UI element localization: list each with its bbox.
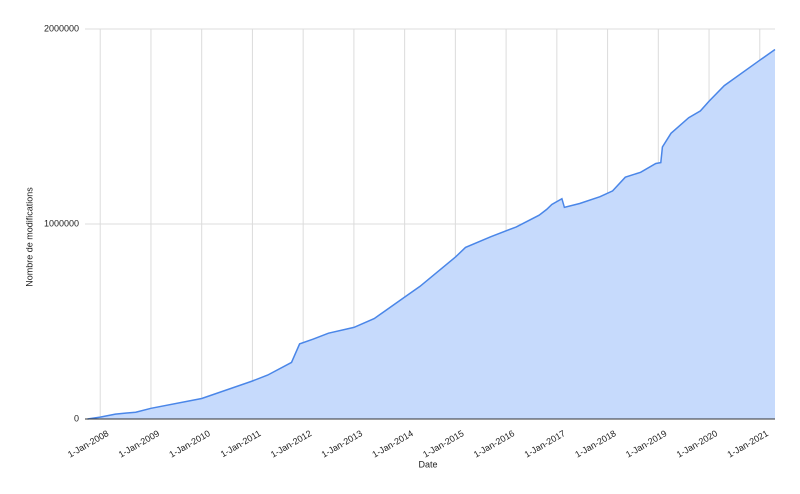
x-tick-label: 1-Jan-2018 <box>573 428 617 459</box>
x-tick-label: 1-Jan-2020 <box>675 428 719 459</box>
area-line <box>87 48 776 420</box>
x-tick-label: 1-Jan-2019 <box>624 428 668 459</box>
y-axis-label: Nombre de modifications <box>24 187 34 287</box>
y-tick-label: 1000000 <box>44 218 79 228</box>
x-tick-label: 1-Jan-2015 <box>421 428 465 459</box>
x-tick-label: 1-Jan-2013 <box>320 428 364 459</box>
area-fill <box>87 49 775 419</box>
y-tick-label: 0 <box>74 413 79 423</box>
x-tick-label: 1-Jan-2010 <box>167 428 211 459</box>
y-tick-label: 2000000 <box>44 23 79 33</box>
x-tick-label: 1-Jan-2021 <box>726 428 770 459</box>
x-tick-label: 1-Jan-2009 <box>117 428 161 459</box>
x-tick-label: 1-Jan-2017 <box>523 428 567 459</box>
x-axis-label: Date <box>418 459 437 469</box>
x-tick-label: 1-Jan-2016 <box>472 428 516 459</box>
x-tick-label: 1-Jan-2011 <box>219 428 263 459</box>
x-tick-label: 1-Jan-2014 <box>370 428 414 459</box>
x-tick-label: 1-Jan-2008 <box>66 428 110 459</box>
x-tick-label: 1-Jan-2012 <box>269 428 313 459</box>
